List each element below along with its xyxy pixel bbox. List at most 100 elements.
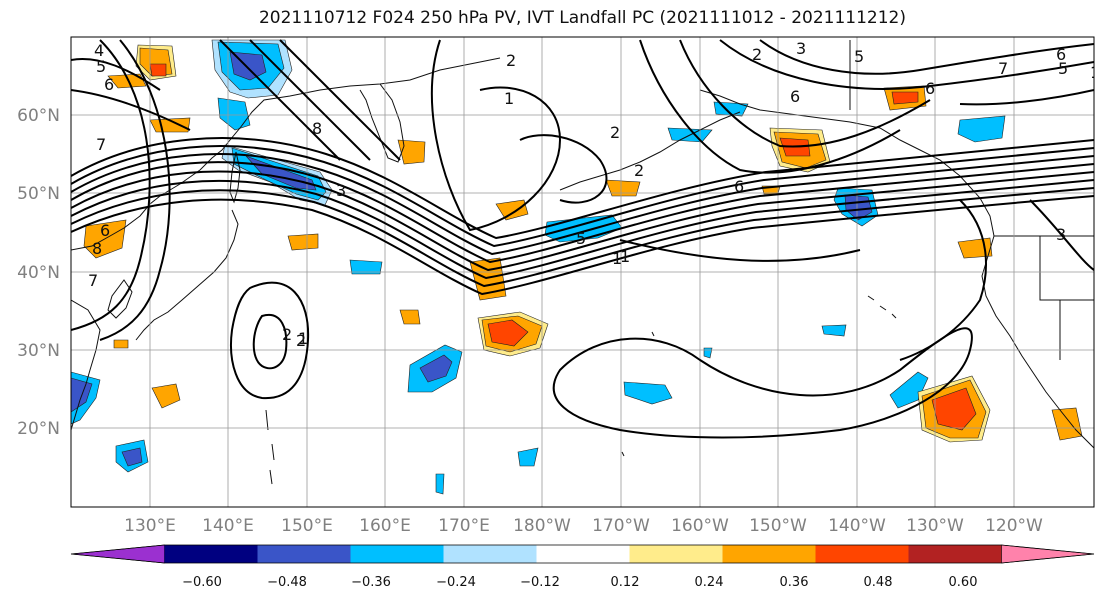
- colorbar-tick-label: −0.12: [520, 575, 560, 590]
- negative-anomaly: [121, 447, 143, 467]
- lat-tick-label: 50°N: [17, 184, 60, 204]
- colorbar-segment: [350, 545, 444, 563]
- lat-axis: 60°N 50°N 40°N 30°N 20°N: [17, 106, 60, 439]
- contour-label: 6: [734, 177, 744, 196]
- negative-anomaly: [349, 259, 383, 275]
- negative-anomaly: [821, 324, 847, 337]
- negative-anomaly: [419, 354, 453, 383]
- colorbar-segment: [536, 545, 630, 563]
- na-west-coastline: [981, 235, 1094, 449]
- aleutian-chain: [559, 111, 741, 191]
- lon-tick-label: 170°E: [438, 516, 490, 536]
- pv-contour: [71, 58, 161, 91]
- lon-tick-label: 130°W: [906, 516, 964, 536]
- contour-label: 5: [96, 57, 106, 76]
- positive-anomaly: [397, 139, 426, 165]
- pv-contour: [639, 39, 901, 174]
- pv-contour: [519, 134, 608, 204]
- pv-contour: [71, 145, 1094, 248]
- colorbar-tick-label: −0.24: [436, 575, 476, 590]
- colorbar-tick-label: 0.60: [949, 575, 978, 590]
- contour-label: 8: [92, 239, 102, 258]
- pv-contour: [71, 137, 1094, 240]
- lat-tick-label: 40°N: [17, 263, 60, 283]
- negative-anomaly: [623, 381, 673, 405]
- positive-anomaly: [931, 387, 977, 431]
- pv-contour: [552, 327, 973, 439]
- contour-label: 3: [796, 39, 806, 58]
- colorbar-segment: [908, 545, 1002, 563]
- lon-tick-label: 130°E: [124, 516, 176, 536]
- contour-label: 1: [298, 329, 308, 348]
- lat-tick-label: 20°N: [17, 419, 60, 439]
- positive-anomaly: [287, 233, 319, 251]
- contour-label: 6: [925, 79, 935, 98]
- contour-label: 6: [1056, 45, 1066, 64]
- contour-label: 6: [104, 75, 114, 94]
- colorbar-tick-label: −0.36: [351, 575, 391, 590]
- positive-anomaly: [113, 339, 129, 349]
- contour-label: 2: [752, 45, 762, 64]
- contour-label: 7: [96, 135, 106, 154]
- positive-anomaly: [495, 199, 529, 221]
- kamchatka-coastline: [359, 83, 405, 163]
- colorbar-tick-label: 0.36: [780, 575, 809, 590]
- contour-label: 2: [506, 51, 516, 70]
- colorbar-tick-label: 0.48: [864, 575, 893, 590]
- korea-coastline: [107, 279, 133, 319]
- pv-contours: [71, 39, 1094, 439]
- colorbar-ticks: −0.60 −0.48 −0.36 −0.24 −0.12 0.12 0.24 …: [182, 575, 977, 590]
- contour-labels: 4 5 6 7 8 1 2 2 1 2 3 5 6 1 2 5 6 2 1 6 …: [88, 39, 1100, 350]
- plot-frame: [70, 36, 1095, 508]
- contour-label: 2: [634, 161, 644, 180]
- colorbar-outline: [70, 544, 1095, 564]
- contour-label: 1: [504, 89, 514, 108]
- colorbar-tick-label: 0.24: [695, 575, 724, 590]
- lon-tick-label: 140°E: [202, 516, 254, 536]
- lon-tick-label: 180°W: [513, 516, 571, 536]
- contour-label: 6: [790, 87, 800, 106]
- positive-anomaly: [107, 73, 147, 89]
- negative-anomaly: [703, 347, 713, 359]
- contour-label: 2: [282, 325, 292, 344]
- positive-anomaly: [151, 383, 181, 409]
- colorbar-segment: [257, 545, 351, 563]
- lon-tick-label: 160°E: [359, 516, 411, 536]
- colorbar-segment: [815, 545, 909, 563]
- pv-contour: [759, 39, 1094, 75]
- lon-tick-label: 150°E: [281, 516, 333, 536]
- contour-label: 2: [296, 331, 306, 350]
- japan-coastline: [135, 209, 239, 341]
- hawaii-islands: [867, 295, 897, 319]
- pv-contour: [679, 39, 931, 148]
- positive-anomaly: [605, 179, 641, 197]
- lon-tick-label: 150°W: [749, 516, 807, 536]
- contour-label: 5: [1058, 59, 1068, 78]
- contour-label: 1: [1090, 63, 1100, 82]
- lon-axis: 130°E 140°E 150°E 160°E 170°E 180°W 170°…: [124, 516, 1043, 536]
- lon-tick-label: 120°W: [985, 516, 1043, 536]
- pv-contour: [249, 39, 371, 161]
- contour-label: 3: [336, 181, 346, 200]
- colorbar-segment: [629, 545, 723, 563]
- contour-label: 7: [998, 59, 1008, 78]
- negative-anomaly: [517, 447, 539, 467]
- pv-contour: [252, 313, 288, 370]
- contour-label: 1: [612, 249, 622, 268]
- pv-contour: [619, 239, 861, 262]
- pv-contour: [71, 179, 1094, 280]
- positive-anomaly: [149, 63, 167, 77]
- pv-contour: [99, 39, 171, 341]
- lat-tick-label: 30°N: [17, 341, 60, 361]
- negative-anomaly: [889, 371, 929, 409]
- pv-contour: [71, 187, 1094, 288]
- pv-contour: [279, 39, 401, 161]
- pv-contour: [71, 161, 1094, 264]
- pv-contour: [430, 39, 562, 232]
- colorbar-tick-label: −0.48: [267, 575, 307, 590]
- contour-label: 8: [312, 119, 322, 138]
- pv-contour: [71, 153, 1094, 256]
- colorbar: −0.60 −0.48 −0.36 −0.24 −0.12 0.12 0.24 …: [70, 544, 1095, 590]
- contour-label: 2: [610, 123, 620, 142]
- negative-anomaly: [957, 115, 1006, 143]
